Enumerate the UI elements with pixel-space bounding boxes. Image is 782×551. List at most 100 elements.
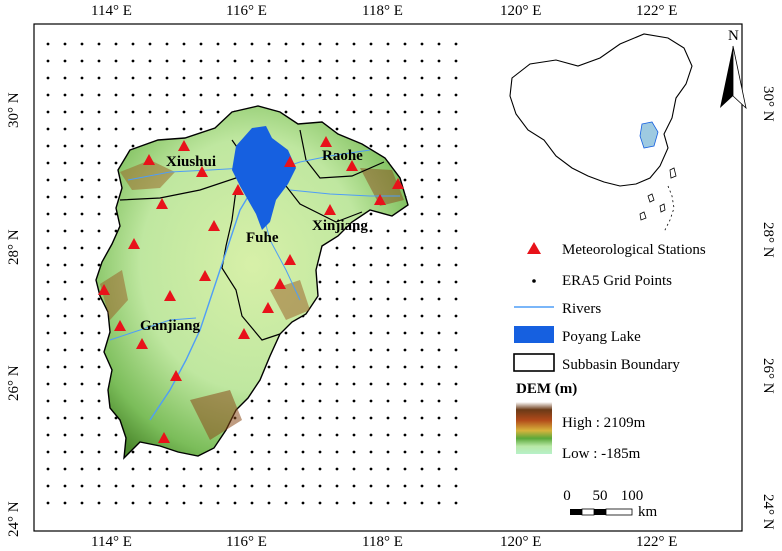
grid-point bbox=[284, 331, 288, 335]
bottom-tick-labels: 114° E 116° E 118° E 120° E 122° E bbox=[91, 534, 677, 550]
grid-point bbox=[386, 365, 390, 369]
grid-point bbox=[148, 467, 152, 471]
grid-point bbox=[437, 416, 441, 420]
grid-point bbox=[437, 42, 441, 46]
grid-point bbox=[386, 263, 390, 267]
subbasin-boundary-fuhe bbox=[221, 189, 281, 341]
station-marker bbox=[232, 184, 244, 195]
grid-point bbox=[437, 348, 441, 352]
grid-point bbox=[284, 59, 288, 63]
grid-point bbox=[352, 229, 356, 233]
grid-point bbox=[420, 42, 424, 46]
grid-point bbox=[63, 450, 67, 454]
grid-point bbox=[352, 450, 356, 454]
grid-point bbox=[403, 59, 407, 63]
grid-point bbox=[369, 42, 373, 46]
grid-point bbox=[199, 76, 203, 80]
station-marker bbox=[284, 254, 296, 265]
grid-point bbox=[97, 382, 101, 386]
grid-point bbox=[454, 93, 458, 97]
grid-point bbox=[420, 161, 424, 165]
grid-point bbox=[318, 416, 322, 420]
grid-point bbox=[114, 484, 118, 488]
grid-point bbox=[216, 42, 220, 46]
grid-point bbox=[284, 110, 288, 114]
grid-point bbox=[352, 42, 356, 46]
grid-point bbox=[386, 297, 390, 301]
grid-point bbox=[63, 467, 67, 471]
grid-point bbox=[403, 76, 407, 80]
left-tick-26: 26° N bbox=[6, 365, 22, 401]
scale-segment-1 bbox=[570, 509, 582, 515]
grid-point bbox=[97, 76, 101, 80]
grid-point bbox=[420, 144, 424, 148]
grid-point bbox=[420, 365, 424, 369]
grid-point bbox=[80, 263, 84, 267]
station-marker bbox=[274, 278, 286, 289]
grid-point bbox=[420, 382, 424, 386]
grid-point bbox=[454, 501, 458, 505]
grid-point bbox=[250, 93, 254, 97]
highland-west bbox=[100, 270, 128, 320]
grid-point bbox=[454, 314, 458, 318]
grid-point bbox=[80, 195, 84, 199]
grid-point bbox=[369, 280, 373, 284]
grid-point bbox=[199, 93, 203, 97]
station-marker bbox=[346, 160, 358, 171]
grid-point bbox=[80, 127, 84, 131]
grid-point bbox=[369, 348, 373, 352]
grid-point bbox=[63, 127, 67, 131]
grid-point bbox=[182, 42, 186, 46]
grid-point bbox=[454, 382, 458, 386]
basin-label-xinjiang: Xinjiang bbox=[312, 218, 368, 234]
grid-point bbox=[403, 484, 407, 488]
grid-point bbox=[318, 110, 322, 114]
grid-point bbox=[114, 467, 118, 471]
grid-point bbox=[403, 144, 407, 148]
grid-point bbox=[335, 314, 339, 318]
grid-point bbox=[165, 59, 169, 63]
highland-north bbox=[120, 160, 175, 190]
grid-point bbox=[80, 331, 84, 335]
grid-point bbox=[46, 229, 50, 233]
station-marker bbox=[374, 194, 386, 205]
station-marker bbox=[158, 432, 170, 443]
grid-point bbox=[454, 229, 458, 233]
grid-point bbox=[267, 501, 271, 505]
grid-point bbox=[80, 110, 84, 114]
meteorological-stations bbox=[98, 136, 404, 443]
grid-point bbox=[97, 42, 101, 46]
grid-point bbox=[420, 195, 424, 199]
grid-point bbox=[454, 42, 458, 46]
grid-point bbox=[352, 110, 356, 114]
grid-point bbox=[267, 93, 271, 97]
legend-boundary-icon bbox=[513, 353, 555, 372]
grid-point bbox=[80, 178, 84, 182]
grid-point bbox=[437, 382, 441, 386]
grid-point bbox=[369, 399, 373, 403]
grid-point bbox=[63, 76, 67, 80]
grid-point bbox=[386, 127, 390, 131]
grid-point bbox=[369, 467, 373, 471]
grid-point bbox=[386, 280, 390, 284]
grid-point bbox=[216, 93, 220, 97]
left-tick-30: 30° N bbox=[6, 92, 22, 128]
grid-point bbox=[437, 178, 441, 182]
north-arrow: N bbox=[720, 28, 747, 110]
grid-point bbox=[63, 144, 67, 148]
grid-point bbox=[97, 365, 101, 369]
grid-point bbox=[114, 59, 118, 63]
grid-point bbox=[386, 382, 390, 386]
grid-point bbox=[97, 246, 101, 250]
grid-point bbox=[352, 297, 356, 301]
grid-point bbox=[131, 110, 135, 114]
grid-point bbox=[420, 331, 424, 335]
grid-point bbox=[335, 297, 339, 301]
grid-point bbox=[233, 467, 237, 471]
grid-point bbox=[114, 416, 118, 420]
grid-point bbox=[182, 127, 186, 131]
grid-point bbox=[352, 59, 356, 63]
station-marker bbox=[178, 140, 190, 151]
grid-point bbox=[131, 42, 135, 46]
grid-point bbox=[267, 365, 271, 369]
